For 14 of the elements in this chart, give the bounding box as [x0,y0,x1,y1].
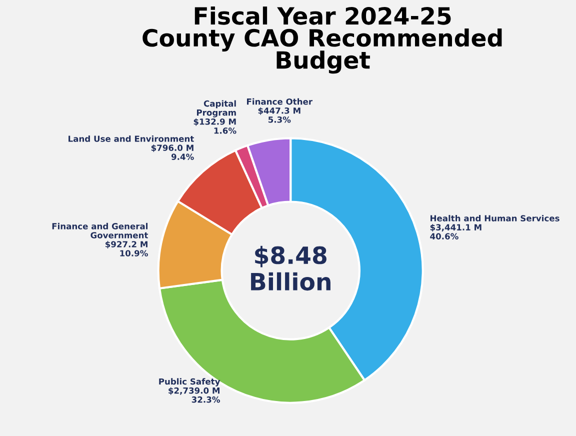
data-label: $3,441.1 M 40.6% [430,224,482,240]
chart-title: Fiscal Year 2024-25 County CAO Recommended Budget [142,6,502,74]
slice-label: Finance Other [247,98,313,105]
data-label: $796.0 M 9.4% [151,144,194,160]
slice-label: Finance and General Government [52,222,148,238]
data-label: $2,739.0 M 32.3% [168,387,220,403]
slice-label: Land Use and Environment [68,135,194,142]
slice-label: Public Safety [159,378,220,386]
slice-label: Capital Program [196,100,236,118]
data-label: $927.2 M 10.9% [106,240,148,256]
data-label: $132.9 M 1.6% [194,118,236,134]
data-label: $447.3 M 5.3% [258,107,300,123]
slice-label: Health and Human Services [430,214,560,222]
text: $8.48 Billion [251,246,330,291]
